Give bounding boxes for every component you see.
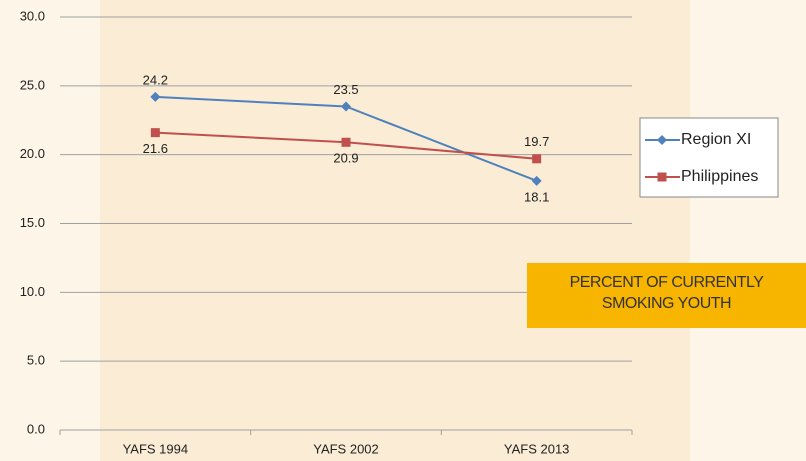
x-tick-label: YAFS 2002 [313, 441, 379, 456]
data-point [150, 128, 160, 138]
x-tick-label: YAFS 2013 [504, 441, 570, 456]
data-point [150, 91, 161, 102]
y-tick-label: 20.0 [20, 146, 45, 161]
watermark-band [100, 0, 690, 461]
data-point [532, 154, 542, 164]
data-label: 18.1 [524, 189, 549, 204]
y-tick-label: 10.0 [20, 284, 45, 299]
y-tick-label: 25.0 [20, 77, 45, 92]
data-point [341, 137, 351, 147]
y-tick-label: 30.0 [20, 8, 45, 23]
legend-label: Region XI [681, 131, 751, 148]
data-label: 19.7 [524, 134, 549, 149]
legend-box [639, 117, 779, 198]
legend-label: Philippines [681, 168, 758, 185]
data-label: 20.9 [333, 151, 358, 166]
data-point [341, 101, 351, 112]
y-tick-label: 15.0 [20, 215, 45, 230]
data-point [531, 175, 542, 186]
legend-marker [657, 135, 667, 145]
y-tick-label: 5.0 [27, 353, 45, 368]
data-label: 24.2 [143, 72, 168, 87]
data-label: 21.6 [143, 141, 168, 156]
y-tick-label: 0.0 [27, 421, 45, 436]
data-label: 23.5 [333, 82, 358, 97]
annotation: PERCENT OF CURRENTLY SMOKING YOUTH [527, 263, 806, 328]
x-tick-label: YAFS 1994 [123, 441, 189, 456]
legend-marker [657, 172, 667, 182]
